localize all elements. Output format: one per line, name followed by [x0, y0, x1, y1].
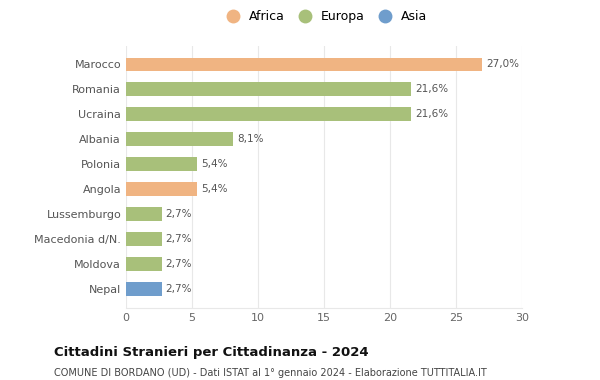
Bar [126, 108, 411, 121]
Text: 2,7%: 2,7% [166, 234, 192, 244]
Text: 21,6%: 21,6% [415, 84, 448, 94]
Text: 2,7%: 2,7% [166, 259, 192, 269]
Bar [126, 182, 197, 196]
Bar [126, 257, 161, 271]
Text: 2,7%: 2,7% [166, 284, 192, 294]
Text: Cittadini Stranieri per Cittadinanza - 2024: Cittadini Stranieri per Cittadinanza - 2… [54, 346, 368, 359]
Text: 2,7%: 2,7% [166, 209, 192, 219]
Bar [126, 57, 482, 71]
Bar [126, 282, 161, 296]
Text: COMUNE DI BORDANO (UD) - Dati ISTAT al 1° gennaio 2024 - Elaborazione TUTTITALIA: COMUNE DI BORDANO (UD) - Dati ISTAT al 1… [54, 368, 487, 378]
Bar [126, 157, 197, 171]
Text: 5,4%: 5,4% [201, 159, 228, 169]
Text: 8,1%: 8,1% [237, 134, 263, 144]
Bar [126, 232, 161, 246]
Text: 27,0%: 27,0% [487, 59, 520, 70]
Legend: Africa, Europa, Asia: Africa, Europa, Asia [220, 10, 428, 23]
Bar [126, 132, 233, 146]
Text: 5,4%: 5,4% [201, 184, 228, 194]
Bar [126, 207, 161, 221]
Text: 21,6%: 21,6% [415, 109, 448, 119]
Bar [126, 82, 411, 96]
